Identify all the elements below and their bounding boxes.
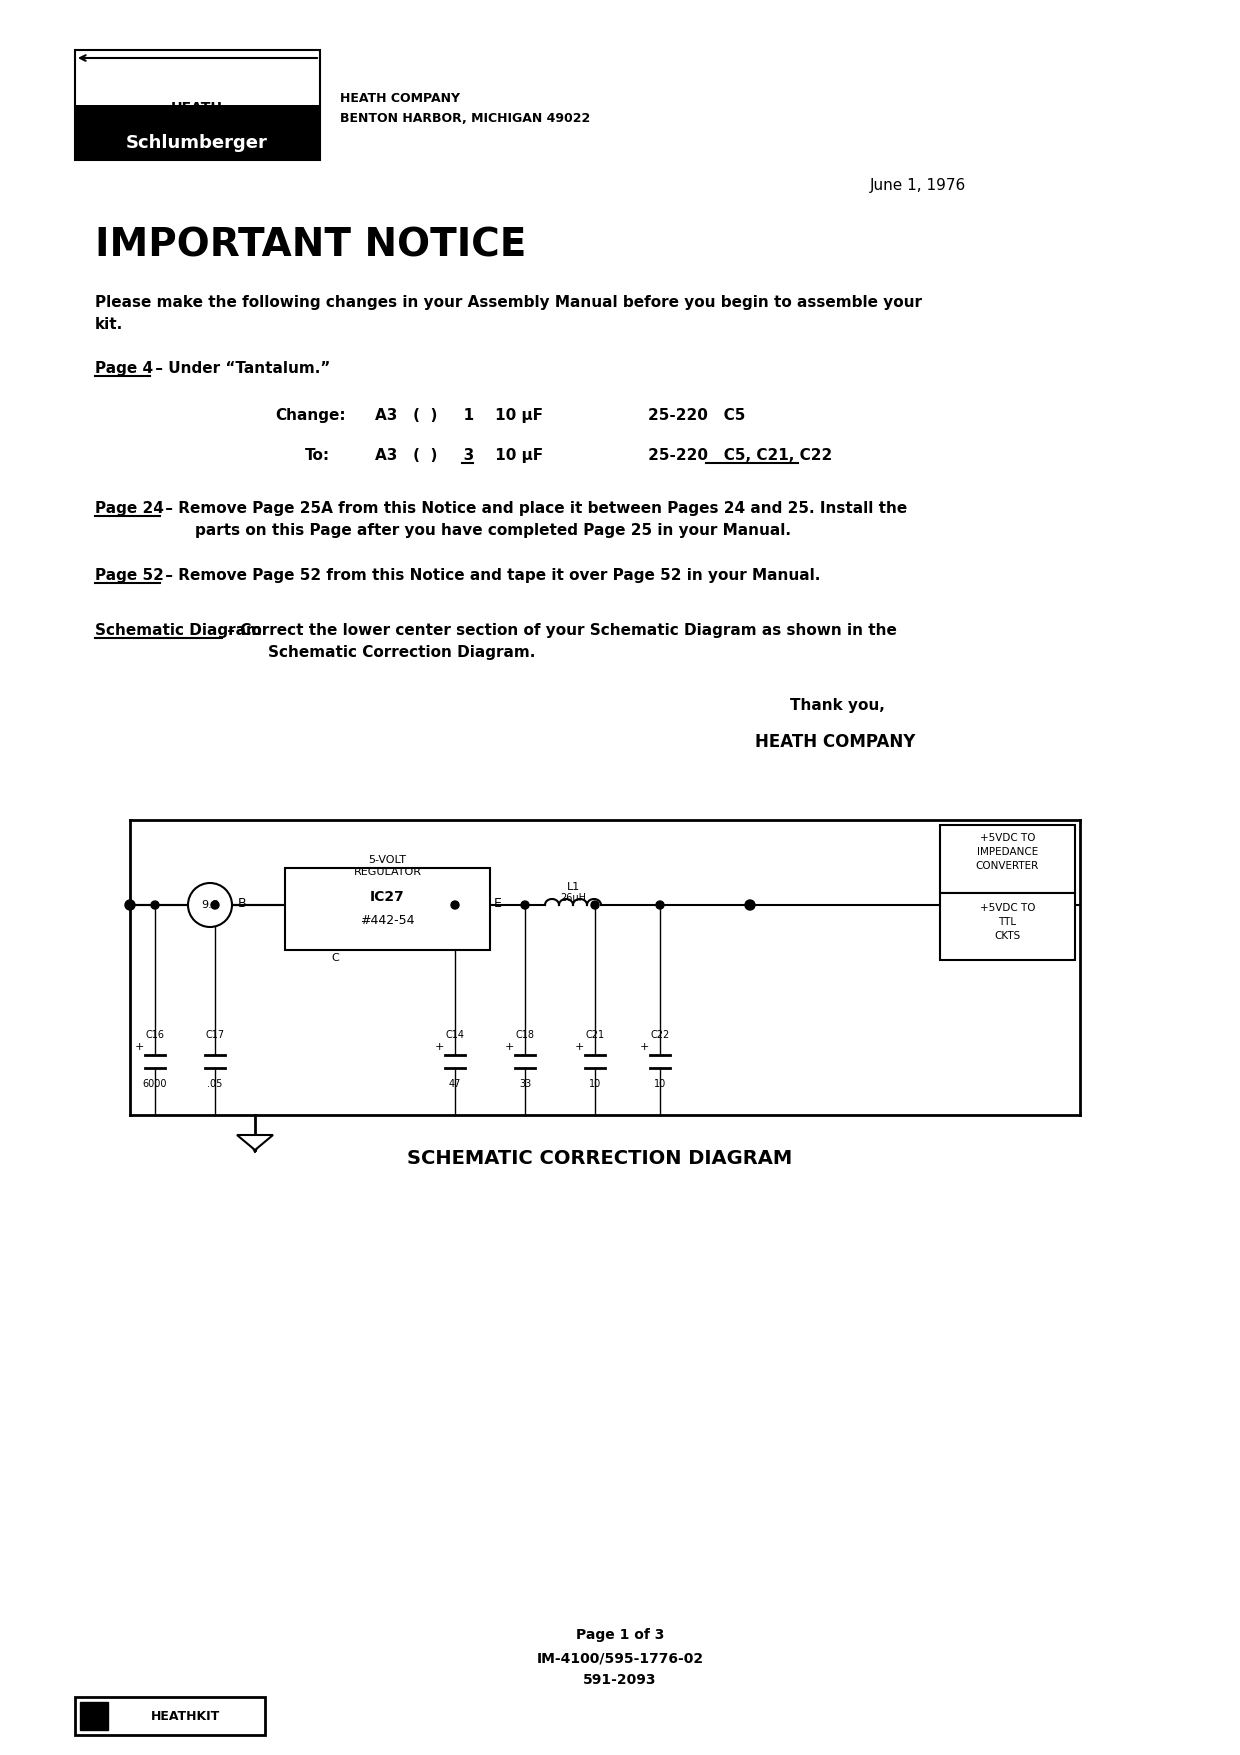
Text: – Remove Page 25A from this Notice and place it between Pages 24 and 25. Install: – Remove Page 25A from this Notice and p… [160,500,908,516]
Text: IMPEDANCE: IMPEDANCE [977,848,1038,856]
Text: CKTS: CKTS [994,930,1021,941]
Text: Schematic Correction Diagram.: Schematic Correction Diagram. [268,644,536,660]
Text: Page 52: Page 52 [95,567,164,583]
Text: 26μH: 26μH [560,893,587,904]
Text: IM-4100/595-1776-02: IM-4100/595-1776-02 [537,1651,703,1665]
Circle shape [591,900,599,909]
Text: SCHEMATIC CORRECTION DIAGRAM: SCHEMATIC CORRECTION DIAGRAM [408,1148,792,1167]
Circle shape [211,900,219,909]
Text: A3   (  )     3    10 μF                    25-220   C5, C21, C22: A3 ( ) 3 10 μF 25-220 C5, C21, C22 [374,448,832,463]
Bar [940,825,1075,893]
Text: IMPORTANT NOTICE: IMPORTANT NOTICE [95,226,526,263]
Polygon shape [237,1135,273,1150]
Text: A3   (  )     1    10 μF                    25-220   C5: A3 ( ) 1 10 μF 25-220 C5 [374,407,745,423]
Bar [74,1697,265,1736]
Circle shape [745,900,755,911]
Text: +5VDC TO: +5VDC TO [980,834,1035,842]
Text: +: + [134,1042,144,1051]
Text: +: + [434,1042,444,1051]
Bar [74,49,320,160]
Text: – Remove Page 52 from this Notice and tape it over Page 52 in your Manual.: – Remove Page 52 from this Notice and ta… [160,567,821,583]
Text: Schlumberger: Schlumberger [126,133,268,153]
Text: 10: 10 [589,1079,601,1090]
Text: B: B [238,897,247,909]
Text: HEATH: HEATH [171,102,223,116]
Text: Schematic Diagram: Schematic Diagram [95,623,262,637]
Text: Please make the following changes in your Assembly Manual before you begin to as: Please make the following changes in you… [95,295,923,332]
Text: IC27: IC27 [370,890,405,904]
Text: C21: C21 [585,1030,605,1041]
Text: – Under “Tantalum.”: – Under “Tantalum.” [150,360,330,376]
Text: REGULATOR: REGULATOR [353,867,422,878]
Circle shape [188,883,232,927]
Text: BENTON HARBOR, MICHIGAN 49022: BENTON HARBOR, MICHIGAN 49022 [340,112,590,125]
Text: parts on this Page after you have completed Page 25 in your Manual.: parts on this Page after you have comple… [195,523,791,537]
Text: 591-2093: 591-2093 [583,1673,657,1687]
Text: Page 4: Page 4 [95,360,153,376]
Bar [940,893,1075,960]
Text: 9.8: 9.8 [201,900,219,911]
Text: 5-VOLT: 5-VOLT [368,855,407,865]
Text: C: C [331,953,339,963]
Text: Thank you,: Thank you, [790,697,885,713]
Text: +5VDC TO: +5VDC TO [980,904,1035,913]
Text: +: + [574,1042,584,1051]
Text: 10: 10 [653,1079,666,1090]
Text: HEATH COMPANY: HEATH COMPANY [755,734,915,751]
Text: TTL: TTL [998,918,1017,927]
Text: CONVERTER: CONVERTER [976,862,1039,870]
Bar [81,1702,108,1730]
Text: #442-54: #442-54 [361,914,414,927]
Text: HEATH COMPANY: HEATH COMPANY [340,91,460,105]
Text: Change:: Change: [275,407,346,423]
Text: .05: .05 [207,1079,223,1090]
Circle shape [125,900,135,911]
Text: 6000: 6000 [143,1079,167,1090]
Bar [285,869,490,949]
Text: 33: 33 [518,1079,531,1090]
Bar [74,105,320,160]
Circle shape [521,900,529,909]
Text: C22: C22 [650,1030,670,1041]
Text: June 1, 1976: June 1, 1976 [870,177,966,193]
Circle shape [451,900,459,909]
Text: HEATHKIT: HEATHKIT [150,1709,219,1722]
Text: C14: C14 [445,1030,465,1041]
Text: C18: C18 [516,1030,534,1041]
Text: To:: To: [305,448,330,463]
Text: Page 24: Page 24 [95,500,164,516]
Circle shape [656,900,663,909]
Text: C17: C17 [206,1030,224,1041]
Text: +: + [640,1042,649,1051]
Circle shape [151,900,159,909]
Text: L1: L1 [567,883,579,892]
Text: E: E [494,897,502,909]
Text: 47: 47 [449,1079,461,1090]
Text: Page 1 of 3: Page 1 of 3 [575,1629,665,1643]
Text: +: + [505,1042,513,1051]
Text: C16: C16 [145,1030,165,1041]
Text: – Correct the lower center section of your Schematic Diagram as shown in the: – Correct the lower center section of yo… [222,623,897,637]
